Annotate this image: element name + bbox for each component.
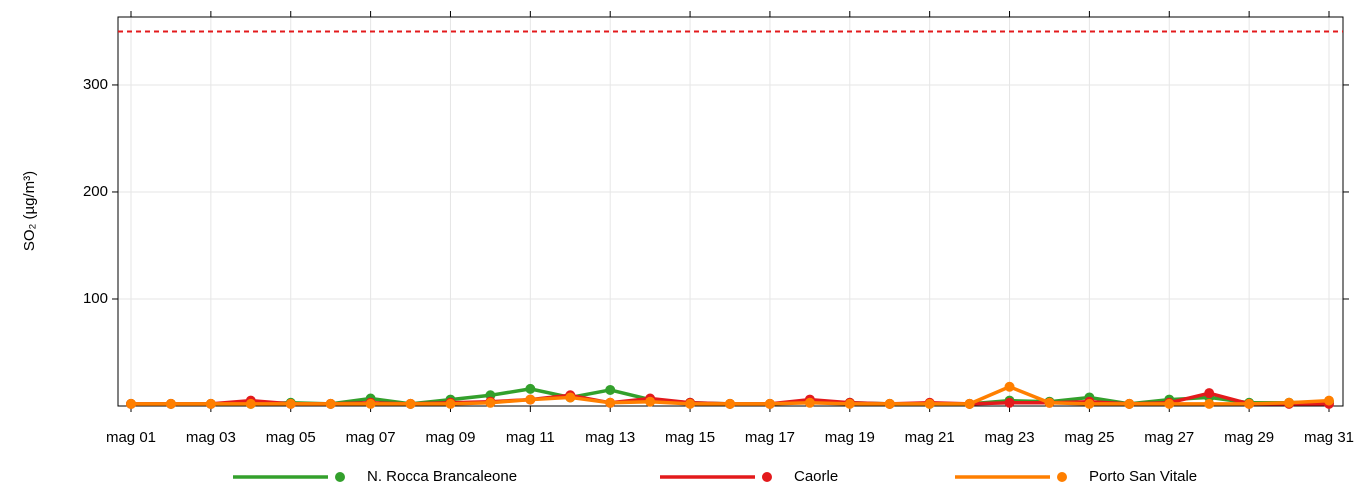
data-point [844,398,855,409]
data-point [565,392,576,403]
plot-frame [117,16,1344,407]
data-point [165,398,176,409]
data-point [1204,398,1215,409]
y-tick-label: 200 [83,183,108,200]
data-point [365,398,376,409]
data-point [1324,395,1334,406]
x-tick-label: mag 25 [1064,429,1114,446]
x-tick-label: mag 07 [346,429,396,446]
data-point [1004,397,1015,408]
x-tick-label: mag 19 [825,429,875,446]
x-tick-label: mag 17 [745,429,795,446]
x-tick-label: mag 11 [506,429,555,446]
data-point [725,398,735,409]
data-point [1084,398,1095,409]
data-point [804,397,815,408]
data-point [645,396,656,407]
data-point [485,397,496,408]
x-tick-label: mag 23 [985,429,1035,446]
x-tick-label: mag 29 [1224,429,1274,446]
x-tick-label: mag 15 [665,429,715,446]
x-tick-label: mag 09 [425,429,475,446]
legend-label: Porto San Vitale [1089,468,1197,485]
legend-dot [1057,472,1067,482]
data-point [605,397,616,408]
y-axis-label: SO₂ (µg/m³) [21,171,38,251]
data-point [1004,381,1015,392]
data-point [1204,388,1215,399]
data-point [1044,397,1055,408]
data-point [405,398,416,409]
data-point [764,398,775,409]
data-point [1284,397,1295,408]
legend-label: N. Rocca Brancaleone [367,468,517,485]
data-point [1244,398,1255,409]
data-point [1124,398,1135,409]
legend-label: Caorle [794,468,838,485]
x-tick-label: mag 31 [1304,429,1354,446]
x-tick-label: mag 27 [1144,429,1194,446]
legend-dot [762,472,772,482]
data-point [525,383,536,394]
data-point [964,398,975,409]
x-tick-label: mag 01 [106,429,156,446]
data-point [126,398,136,409]
x-tick-label: mag 21 [905,429,955,446]
data-point [924,398,935,409]
data-point [445,398,456,409]
data-point [884,398,895,409]
data-point [285,398,296,409]
data-point [325,398,336,409]
data-point [605,384,616,395]
x-tick-label: mag 03 [186,429,236,446]
data-point [245,398,256,409]
data-point [205,398,216,409]
y-tick-label: 100 [83,290,108,307]
data-point [525,394,536,405]
data-point [1164,398,1175,409]
legend-dot [335,472,345,482]
x-tick-label: mag 05 [266,429,316,446]
y-tick-label: 300 [83,76,108,93]
data-point [685,398,696,409]
x-tick-label: mag 13 [585,429,635,446]
